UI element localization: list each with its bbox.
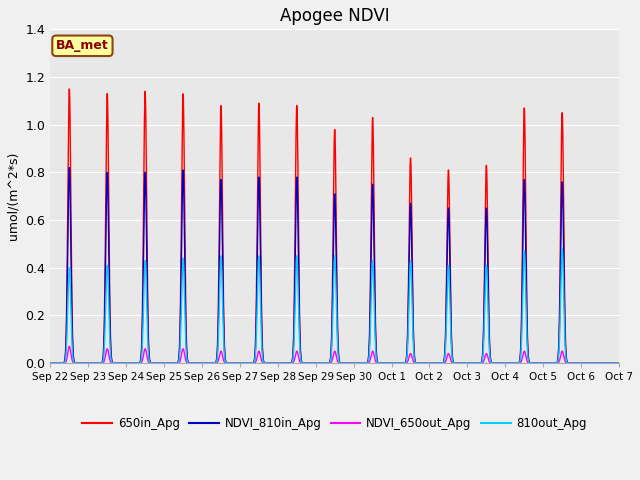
650in_Apg: [388, 360, 396, 366]
810out_Apg: [150, 360, 157, 366]
NDVI_650out_Apg: [471, 360, 479, 366]
810out_Apg: [417, 360, 424, 366]
NDVI_810in_Apg: [471, 360, 479, 366]
810out_Apg: [47, 360, 54, 366]
NDVI_650out_Apg: [65, 344, 73, 349]
Title: Apogee NDVI: Apogee NDVI: [280, 7, 390, 25]
Line: NDVI_810in_Apg: NDVI_810in_Apg: [51, 168, 619, 363]
NDVI_650out_Apg: [417, 360, 424, 366]
650in_Apg: [264, 360, 271, 366]
NDVI_810in_Apg: [514, 360, 522, 366]
650in_Apg: [47, 360, 54, 366]
Line: 650in_Apg: 650in_Apg: [51, 89, 619, 363]
650in_Apg: [615, 360, 623, 366]
810out_Apg: [514, 360, 522, 366]
NDVI_650out_Apg: [615, 360, 623, 366]
NDVI_650out_Apg: [47, 360, 54, 366]
650in_Apg: [417, 360, 424, 366]
Text: BA_met: BA_met: [56, 39, 109, 52]
NDVI_810in_Apg: [264, 360, 271, 366]
NDVI_810in_Apg: [65, 165, 73, 170]
810out_Apg: [615, 360, 623, 366]
NDVI_650out_Apg: [388, 360, 396, 366]
NDVI_650out_Apg: [514, 360, 522, 366]
810out_Apg: [558, 246, 566, 252]
810out_Apg: [388, 360, 396, 366]
NDVI_650out_Apg: [150, 360, 157, 366]
650in_Apg: [65, 86, 73, 92]
Legend: 650in_Apg, NDVI_810in_Apg, NDVI_650out_Apg, 810out_Apg: 650in_Apg, NDVI_810in_Apg, NDVI_650out_A…: [77, 412, 592, 435]
650in_Apg: [514, 360, 522, 366]
650in_Apg: [150, 360, 157, 366]
810out_Apg: [471, 360, 479, 366]
NDVI_810in_Apg: [388, 360, 396, 366]
810out_Apg: [264, 360, 271, 366]
NDVI_810in_Apg: [150, 360, 157, 366]
NDVI_650out_Apg: [264, 360, 271, 366]
650in_Apg: [471, 360, 479, 366]
NDVI_810in_Apg: [47, 360, 54, 366]
NDVI_810in_Apg: [615, 360, 623, 366]
NDVI_810in_Apg: [417, 360, 424, 366]
Y-axis label: umol/(m^2*s): umol/(m^2*s): [7, 152, 20, 240]
Line: 810out_Apg: 810out_Apg: [51, 249, 619, 363]
Line: NDVI_650out_Apg: NDVI_650out_Apg: [51, 347, 619, 363]
